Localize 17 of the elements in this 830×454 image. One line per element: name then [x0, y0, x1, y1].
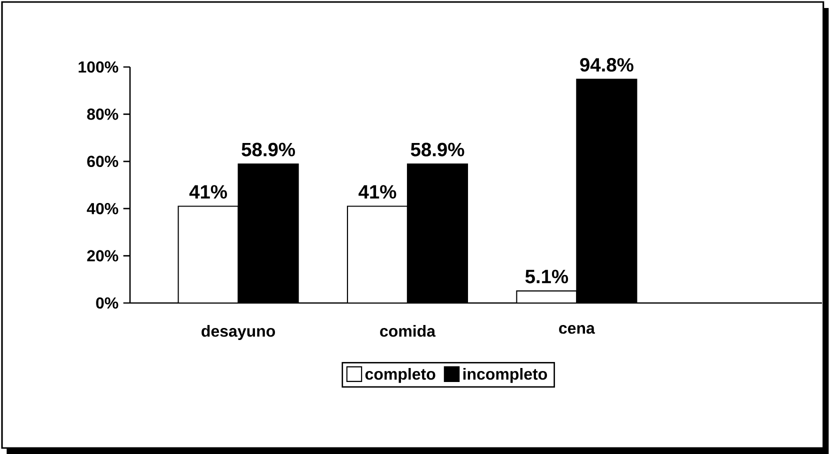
- data-label: 58.9%: [410, 142, 464, 156]
- legend-label: incompleto: [463, 368, 547, 383]
- x-tick-label: cena: [559, 325, 596, 334]
- y-tick-label: 100%: [78, 61, 118, 73]
- x-tick-label: comida: [380, 325, 436, 337]
- legend-label: completo: [365, 368, 436, 383]
- data-label: 41%: [189, 185, 227, 199]
- data-label: 58.9%: [242, 142, 295, 156]
- x-tick-label: desayuno: [202, 325, 275, 340]
- data-label: 41%: [358, 185, 396, 199]
- y-tick-label: 60%: [87, 156, 118, 168]
- y-tick-label: 20%: [87, 250, 118, 262]
- y-tick-label: 40%: [86, 202, 118, 214]
- y-tick-label: 0%: [96, 297, 118, 309]
- data-label: 5.1%: [525, 270, 568, 284]
- data-label: 94.8%: [580, 58, 634, 72]
- y-tick-label: 80%: [87, 108, 118, 120]
